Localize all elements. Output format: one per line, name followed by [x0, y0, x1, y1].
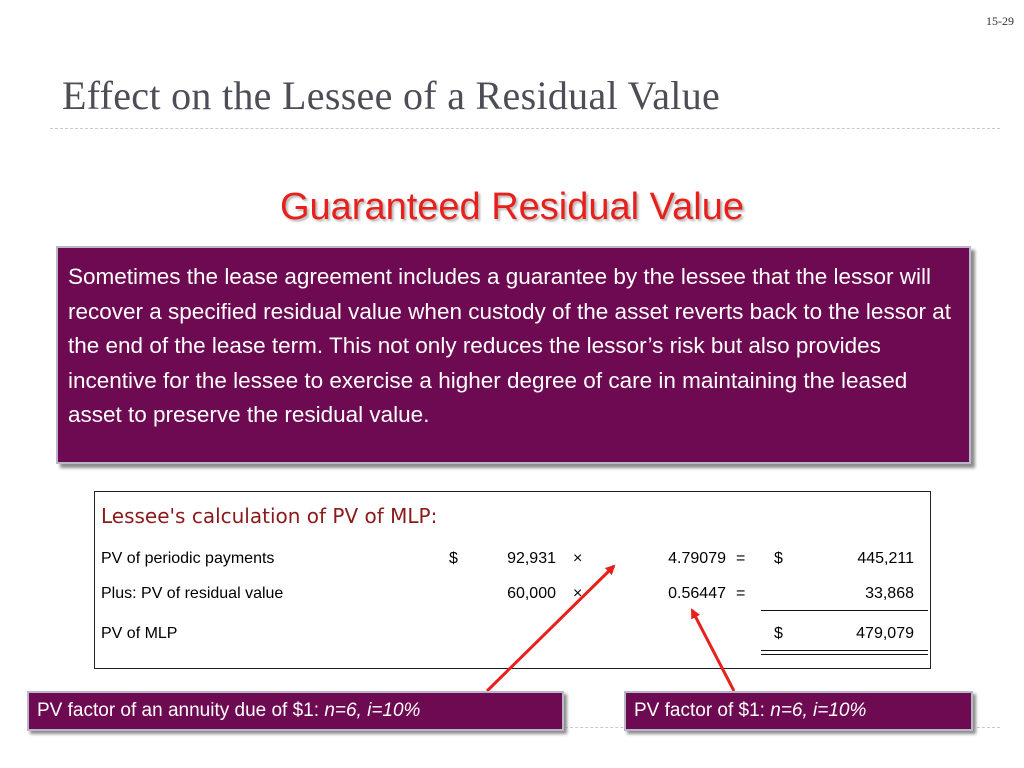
row-equals: = [736, 585, 746, 602]
section-subheading: Guaranteed Residual Value [279, 186, 745, 228]
arrow-to-annuity-factor [485, 564, 616, 693]
row-label-residual-value: Plus: PV of residual value [101, 585, 284, 602]
row-result-sign: $ [774, 550, 783, 567]
row-multiply-operator: × [573, 585, 583, 602]
callout-single-params: n=6, i=10% [770, 700, 867, 721]
row-label-pv-mlp: PV of MLP [101, 625, 178, 642]
slide-title: Effect on the Lessee of a Residual Value [62, 73, 721, 118]
definition-text: Sometimes the lease agreement includes a… [68, 264, 951, 427]
arrow-to-single-factor [690, 608, 736, 692]
row-amount-sign: $ [449, 550, 458, 567]
row-result-residual: 33,868 [865, 585, 914, 602]
callout-annuity-prefix: PV factor of an annuity due of $1: [37, 700, 325, 721]
total-double-rule [761, 650, 928, 651]
row-factor-annuity: 4.79079 [668, 550, 726, 567]
calculation-heading: Lessee's calculation of PV of MLP: [101, 504, 438, 528]
row-result-periodic: 445,211 [857, 550, 914, 567]
total-double-rule [761, 654, 928, 655]
callout-annuity-factor: PV factor of an annuity due of $1: n=6, … [27, 691, 564, 731]
row-amount-residual: 60,000 [507, 585, 556, 602]
callout-single-factor: PV factor of $1: n=6, i=10% [624, 691, 973, 731]
title-divider [50, 128, 1000, 129]
row-label-periodic-payments: PV of periodic payments [101, 550, 275, 567]
row-equals: = [736, 550, 746, 567]
row-multiply-operator: × [573, 550, 583, 567]
calculation-table [94, 491, 931, 669]
row-result-total: 479,079 [856, 625, 914, 642]
subtotal-rule [761, 610, 928, 611]
definition-box: Sometimes the lease agreement includes a… [56, 246, 971, 464]
slide-number: 15-29 [986, 14, 1014, 28]
row-result-sign: $ [774, 625, 783, 642]
callout-single-prefix: PV factor of $1: [634, 700, 771, 721]
row-amount-periodic-payment: 92,931 [507, 550, 556, 567]
callout-annuity-params: n=6, i=10% [324, 700, 421, 721]
row-factor-single: 0.56447 [668, 585, 726, 602]
